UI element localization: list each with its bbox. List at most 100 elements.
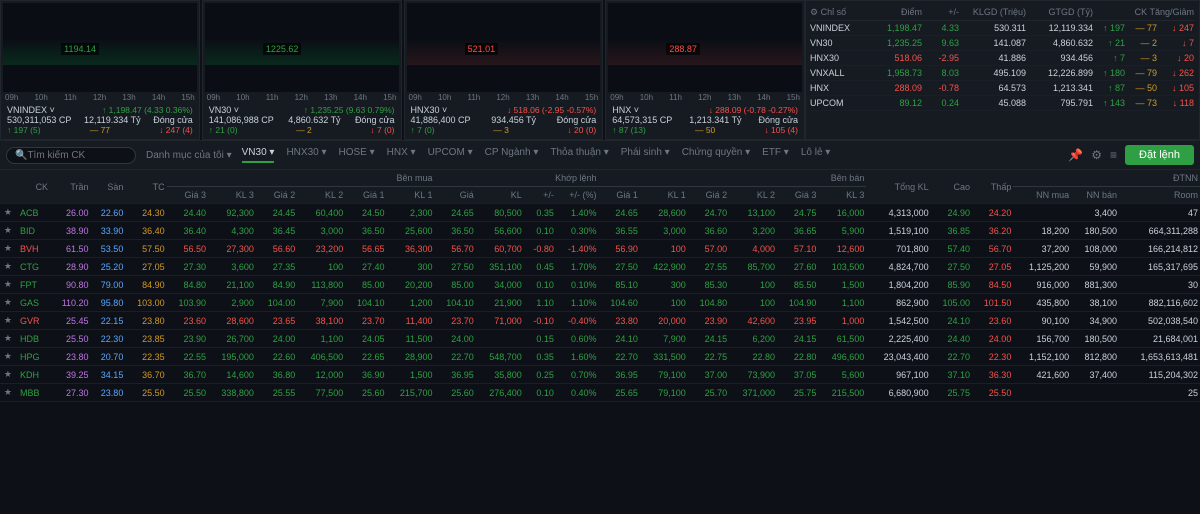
cell-symbol[interactable]: ACB <box>14 204 50 222</box>
chart-up: ↑ 21 (0) <box>209 125 238 135</box>
nav-tab-CP Ngành[interactable]: CP Ngành ▾ <box>485 147 539 163</box>
gear-icon[interactable]: ⚙ <box>1091 148 1102 162</box>
table-row[interactable]: ★ FPT 90.80 79.00 84.90 84.8021,100 84.9… <box>0 276 1200 294</box>
nav-tab-ETF[interactable]: ETF ▾ <box>762 147 789 163</box>
search-input[interactable] <box>27 150 127 161</box>
cell-symbol[interactable]: HDB <box>14 330 50 348</box>
nav-tab-HOSE[interactable]: HOSE ▾ <box>339 147 375 163</box>
cell-symbol[interactable]: BID <box>14 222 50 240</box>
nav-tab-UPCOM[interactable]: UPCOM ▾ <box>428 147 473 163</box>
nav-tab-Chứng quyền[interactable]: Chứng quyền ▾ <box>682 147 750 163</box>
chart-val: 1,213.341 Tỷ <box>689 115 741 125</box>
index-row[interactable]: VNXALL 1,958.73 8.03 495.109 12,226.899 … <box>810 66 1195 81</box>
cell-symbol[interactable]: GVR <box>14 312 50 330</box>
th-tran[interactable]: Trần <box>50 170 90 204</box>
chart-price: ↑ 1,198.47 (4.33 0.36%) <box>102 105 193 115</box>
nav-tab-Phái sinh[interactable]: Phái sinh ▾ <box>621 147 670 163</box>
cell-symbol[interactable]: FPT <box>14 276 50 294</box>
star-icon[interactable]: ★ <box>0 366 14 384</box>
th-benban: Bên bán <box>599 170 867 187</box>
index-row[interactable]: VN30 1,235.25 9.63 141.087 4,860.632 ↑ 2… <box>810 36 1195 51</box>
chart-price: ↑ 1,235.25 (9.63 0.79%) <box>304 105 395 115</box>
chart-up: ↑ 7 (0) <box>411 125 435 135</box>
cell-symbol[interactable]: GAS <box>14 294 50 312</box>
nav-watchlist[interactable]: Danh mục của tôi ▾ <box>146 150 232 161</box>
index-row[interactable]: UPCOM 89.12 0.24 45.088 795.791 ↑ 143 — … <box>810 96 1195 111</box>
menu-icon[interactable]: ≡ <box>1110 148 1117 162</box>
star-icon[interactable]: ★ <box>0 348 14 366</box>
chart-symbol[interactable]: VNINDEX ˅ <box>7 105 55 115</box>
cell-symbol[interactable]: KDH <box>14 366 50 384</box>
star-icon[interactable]: ★ <box>0 384 14 402</box>
chart-panel-HNX30[interactable]: 521.01 09h10h11h12h13h14h15h HNX30 ˅ ↓ 5… <box>404 0 604 140</box>
chart-status: Đóng cửa <box>557 115 597 125</box>
chart-value: 1194.14 <box>61 43 99 55</box>
chart-down: ↓ 20 (0) <box>567 125 596 135</box>
stock-table: CK Trần Sàn TC Bên mua Khớp lệnh Bên bán… <box>0 170 1200 402</box>
chart-flat: — 77 <box>90 125 110 135</box>
table-row[interactable]: ★ HPG 23.80 20.70 22.35 22.55195,000 22.… <box>0 348 1200 366</box>
idx-head-chg: +/- <box>924 7 959 18</box>
search-icon: 🔍 <box>15 150 27 161</box>
nav-tab-Lô lẻ[interactable]: Lô lẻ ▾ <box>801 147 830 163</box>
th-khoplenh: Khớp lệnh <box>434 170 598 187</box>
search-box[interactable]: 🔍 <box>6 147 136 164</box>
table-row[interactable]: ★ GAS 110.20 95.80 103.00 103.902,900 10… <box>0 294 1200 312</box>
chart-val: 934.456 Tỷ <box>491 115 536 125</box>
table-row[interactable]: ★ MBB 27.30 23.80 25.50 25.50338,800 25.… <box>0 384 1200 402</box>
nav-tab-VN30[interactable]: VN30 ▾ <box>242 147 275 163</box>
th-tc[interactable]: TC <box>125 170 166 204</box>
cell-symbol[interactable]: HPG <box>14 348 50 366</box>
pin-icon[interactable]: 📌 <box>1068 148 1083 162</box>
star-icon[interactable]: ★ <box>0 240 14 258</box>
th-tongkl[interactable]: Tổng KL <box>866 170 930 204</box>
chart-symbol[interactable]: HNX ˅ <box>612 105 639 115</box>
th-thap[interactable]: Thấp <box>972 170 1013 204</box>
chart-up: ↑ 197 (5) <box>7 125 41 135</box>
table-row[interactable]: ★ KDH 39.25 34.15 36.70 36.7014,600 36.8… <box>0 366 1200 384</box>
chart-price: ↓ 288.09 (-0.78 -0.27%) <box>709 105 798 115</box>
chart-times: 09h10h11h12h13h14h15h <box>608 92 802 103</box>
nav-tab-HNX30[interactable]: HNX30 ▾ <box>286 147 326 163</box>
star-icon[interactable]: ★ <box>0 204 14 222</box>
index-row[interactable]: VNINDEX 1,198.47 4.33 530.311 12,119.334… <box>810 21 1195 36</box>
table-row[interactable]: ★ BID 38.90 33.90 36.40 36.404,300 36.45… <box>0 222 1200 240</box>
table-row[interactable]: ★ ACB 26.00 22.60 24.30 24.4092,300 24.4… <box>0 204 1200 222</box>
star-icon[interactable]: ★ <box>0 294 14 312</box>
nav-tab-HNX[interactable]: HNX ▾ <box>387 147 416 163</box>
th-ck[interactable]: CK <box>14 170 50 204</box>
chart-down: ↓ 7 (0) <box>370 125 394 135</box>
star-icon[interactable]: ★ <box>0 330 14 348</box>
chart-down: ↓ 105 (4) <box>764 125 798 135</box>
index-row[interactable]: HNX30 518.06 -2.95 41.886 934.456 ↑ 7 — … <box>810 51 1195 66</box>
chart-vol: 141,086,988 CP <box>209 115 274 125</box>
idx-head-vol: KLGD (Triệu) <box>961 7 1026 18</box>
th-san[interactable]: Sàn <box>91 170 126 204</box>
star-icon[interactable]: ★ <box>0 312 14 330</box>
table-row[interactable]: ★ BVH 61.50 53.50 57.50 56.5027,300 56.6… <box>0 240 1200 258</box>
table-row[interactable]: ★ GVR 25.45 22.15 23.80 23.6028,600 23.6… <box>0 312 1200 330</box>
table-row[interactable]: ★ HDB 25.50 22.30 23.85 23.9026,700 24.0… <box>0 330 1200 348</box>
star-icon[interactable]: ★ <box>0 258 14 276</box>
star-icon[interactable]: ★ <box>0 276 14 294</box>
order-button[interactable]: Đặt lệnh <box>1125 145 1194 165</box>
cell-symbol[interactable]: MBB <box>14 384 50 402</box>
chart-up: ↑ 87 (13) <box>612 125 646 135</box>
chart-symbol[interactable]: HNX30 ˅ <box>411 105 448 115</box>
chart-status: Đóng cửa <box>355 115 395 125</box>
index-row[interactable]: HNX 288.09 -0.78 64.573 1,213.341 ↑ 87 —… <box>810 81 1195 96</box>
chart-flat: — 50 <box>695 125 715 135</box>
chart-panel-VNINDEX[interactable]: 1194.14 09h10h11h12h13h14h15h VNINDEX ˅ … <box>0 0 200 140</box>
chart-panel-VN30[interactable]: 1225.62 09h10h11h12h13h14h15h VN30 ˅ ↑ 1… <box>202 0 402 140</box>
nav-tab-Thỏa thuận[interactable]: Thỏa thuận ▾ <box>550 147 608 163</box>
chart-value: 288.87 <box>666 43 700 55</box>
table-row[interactable]: ★ CTG 28.90 25.20 27.05 27.303,600 27.35… <box>0 258 1200 276</box>
chart-symbol[interactable]: VN30 ˅ <box>209 105 239 115</box>
th-cao[interactable]: Cao <box>931 170 972 204</box>
cell-symbol[interactable]: CTG <box>14 258 50 276</box>
chart-value: 1225.62 <box>263 43 302 55</box>
chart-panel-HNX[interactable]: 288.87 09h10h11h12h13h14h15h HNX ˅ ↓ 288… <box>605 0 805 140</box>
cell-symbol[interactable]: BVH <box>14 240 50 258</box>
star-icon[interactable]: ★ <box>0 222 14 240</box>
chart-vol: 530,311,053 CP <box>7 115 71 125</box>
